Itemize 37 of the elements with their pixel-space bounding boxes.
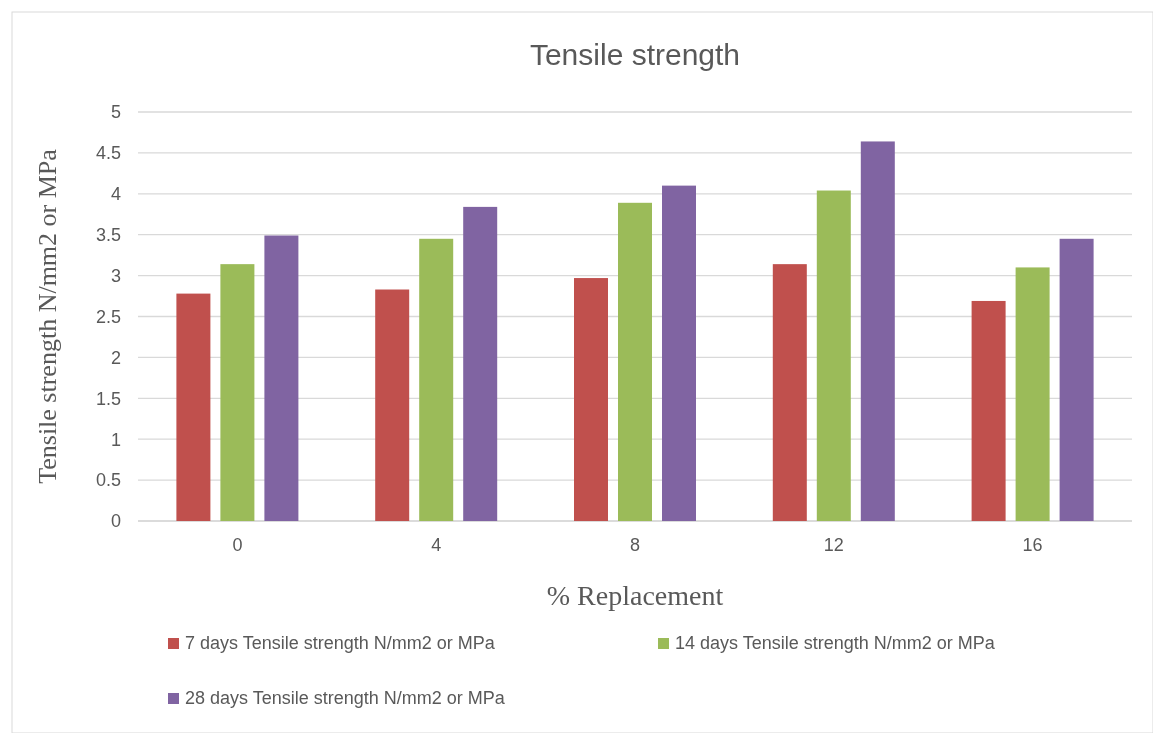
bar xyxy=(220,264,255,521)
y-tick-label: 0 xyxy=(110,511,121,532)
bar xyxy=(419,238,454,521)
y-tick-label: 1 xyxy=(110,429,121,450)
bar xyxy=(618,202,652,521)
bar xyxy=(463,206,498,521)
y-tick-label: 0.5 xyxy=(95,470,121,491)
y-tick-label: 3 xyxy=(110,265,121,286)
y-tick-label: 1.5 xyxy=(95,388,121,409)
bar xyxy=(375,289,410,521)
legend-label: 7 days Tensile strength N/mm2 or MPa xyxy=(185,633,496,653)
y-tick-label: 4.5 xyxy=(95,143,121,164)
y-tick-label: 2.5 xyxy=(95,306,121,327)
legend-label: 28 days Tensile strength N/mm2 or MPa xyxy=(185,688,506,708)
x-tick-label: 4 xyxy=(431,535,442,555)
bar xyxy=(264,235,299,521)
bar xyxy=(1059,238,1094,521)
bar xyxy=(662,185,696,521)
y-tick-label: 4 xyxy=(110,184,121,205)
bar xyxy=(971,300,1006,521)
y-tick-label: 2 xyxy=(110,347,121,368)
y-tick-label: 5 xyxy=(110,102,121,123)
x-axis-title: % Replacement xyxy=(546,580,724,611)
x-tick-label: 16 xyxy=(1022,535,1043,555)
bar xyxy=(816,190,851,521)
bar xyxy=(574,278,608,521)
bar xyxy=(176,293,211,521)
legend-label: 14 days Tensile strength N/mm2 or MPa xyxy=(675,633,996,653)
bar xyxy=(772,264,807,521)
y-tick-label: 3.5 xyxy=(95,225,121,245)
bar xyxy=(1015,267,1050,521)
chart-title: Tensile strength xyxy=(529,38,741,71)
y-axis-title: Tensile strength N/mm2 or MPa xyxy=(33,148,62,484)
x-tick-label: 8 xyxy=(629,535,641,555)
x-tick-label: 0 xyxy=(232,535,243,555)
bar xyxy=(860,141,895,521)
x-tick-label: 12 xyxy=(823,535,844,555)
